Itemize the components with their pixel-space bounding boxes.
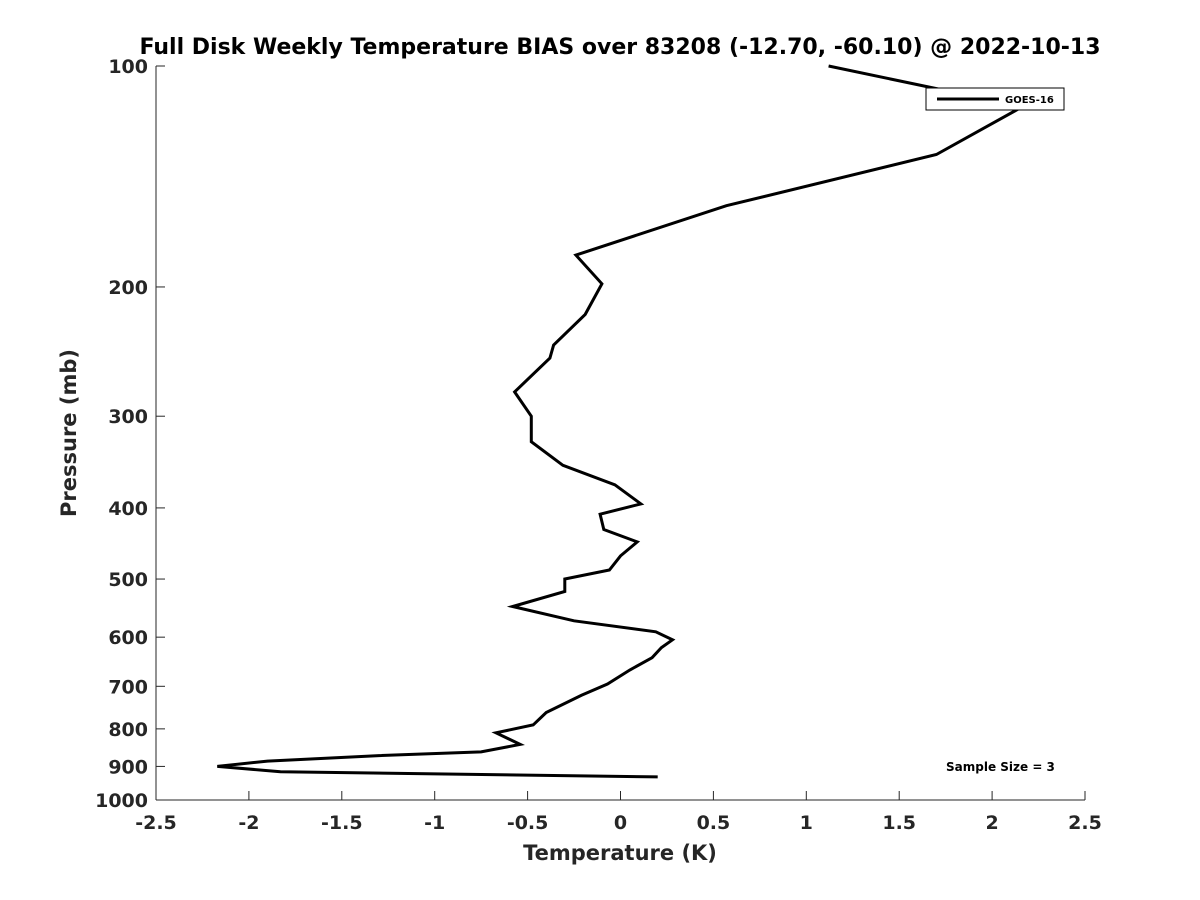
y-tick-label: 200 xyxy=(108,277,148,299)
y-tick-label: 800 xyxy=(108,719,148,741)
x-tick-group: -2.5 -2 -1.5 -1 -0.5 0 0.5 1 1.5 2 2.5 xyxy=(135,791,1102,834)
y-tick-label: 1000 xyxy=(95,790,148,812)
y-tick-label: 700 xyxy=(108,676,148,698)
x-tick-label: 1 xyxy=(800,812,813,834)
x-tick-label: 0 xyxy=(614,812,627,834)
y-tick-label: 500 xyxy=(108,569,148,591)
series-line-goes-16 xyxy=(217,64,1030,779)
x-tick-label: 0.5 xyxy=(697,812,731,834)
sample-size-annotation: Sample Size = 3 xyxy=(946,760,1055,774)
y-tick-label: 300 xyxy=(108,406,148,428)
x-tick-label: -2.5 xyxy=(135,812,177,834)
y-tick-label: 100 xyxy=(108,56,148,78)
x-tick-label: -1.5 xyxy=(321,812,363,834)
x-tick-label: -0.5 xyxy=(507,812,549,834)
y-tick-label: 900 xyxy=(108,756,148,778)
x-tick-label: -2 xyxy=(238,812,259,834)
x-tick-label: 1.5 xyxy=(882,812,916,834)
x-tick-label: 2 xyxy=(985,812,998,834)
x-tick-label: 2.5 xyxy=(1068,812,1102,834)
y-tick-label: 600 xyxy=(108,627,148,649)
chart-title: Full Disk Weekly Temperature BIAS over 8… xyxy=(139,35,1100,60)
x-tick-label: -1 xyxy=(424,812,445,834)
legend-label: GOES-16 xyxy=(1005,95,1054,106)
legend: GOES-16 xyxy=(925,87,1065,111)
y-tick-label: 400 xyxy=(108,498,148,520)
x-axis-label: Temperature (K) xyxy=(523,841,717,865)
y-axis-label: Pressure (mb) xyxy=(57,349,81,517)
series-layer xyxy=(217,64,1030,779)
y-tick-group: 100 200 300 400 500 600 700 800 900 1000 xyxy=(95,56,165,812)
